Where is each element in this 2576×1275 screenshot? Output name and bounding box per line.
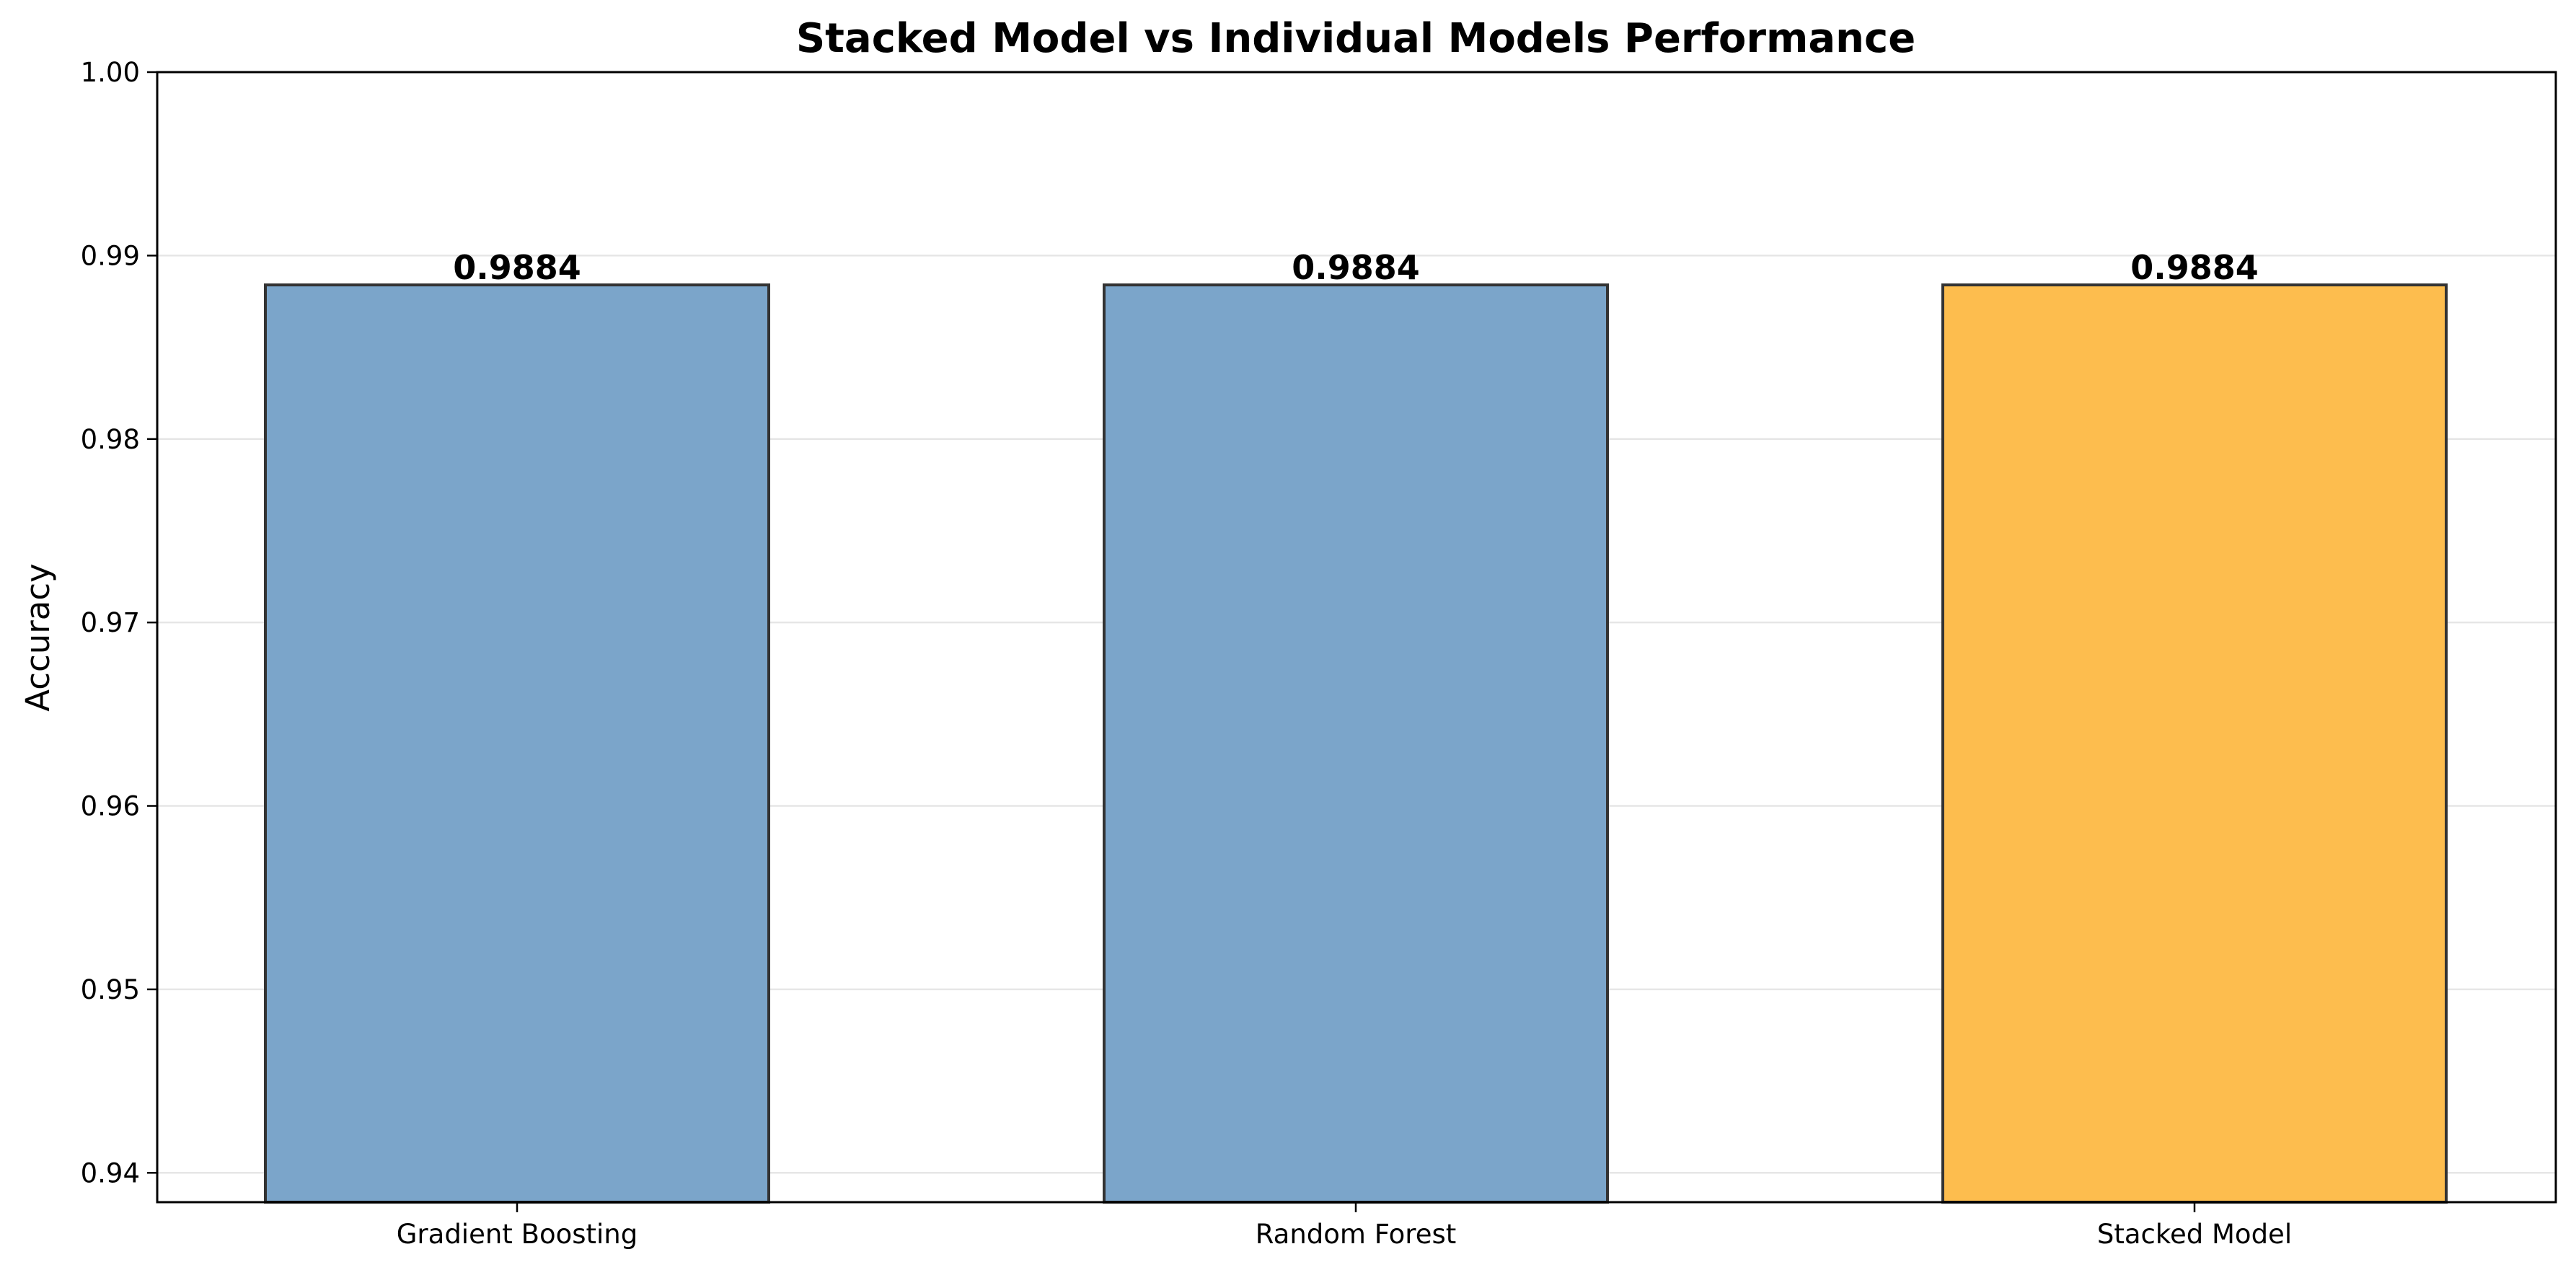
y-tick-label: 0.98	[81, 424, 140, 455]
y-tick-label: 0.94	[81, 1157, 140, 1188]
data-label: 0.9884	[453, 248, 581, 287]
data-labels: 0.9884 0.9884 0.9884	[453, 248, 2259, 287]
y-tick-label: 0.97	[81, 607, 140, 638]
y-tick-label: 0.96	[81, 791, 140, 822]
y-tick-label: 0.95	[81, 974, 140, 1005]
bars	[264, 283, 2448, 1204]
y-axis-label: Accuracy	[19, 563, 57, 711]
x-tick-label: Random Forest	[1256, 1219, 1457, 1250]
chart-title: Stacked Model vs Individual Models Perfo…	[796, 15, 1915, 62]
bar	[1941, 283, 2448, 1204]
x-tick-label: Gradient Boosting	[397, 1219, 638, 1250]
y-axis: 0.94 0.95 0.96 0.97 0.98 0.99 1.00	[81, 57, 157, 1188]
data-label: 0.9884	[2130, 248, 2259, 287]
y-tick-label: 1.00	[81, 57, 140, 88]
data-label: 0.9884	[1292, 248, 1420, 287]
bar	[264, 283, 770, 1204]
x-axis: Gradient Boosting Random Forest Stacked Mo…	[397, 1202, 2292, 1250]
bar	[1103, 283, 1609, 1204]
x-tick-label: Stacked Model	[2097, 1219, 2292, 1250]
y-tick-label: 0.99	[81, 240, 140, 271]
